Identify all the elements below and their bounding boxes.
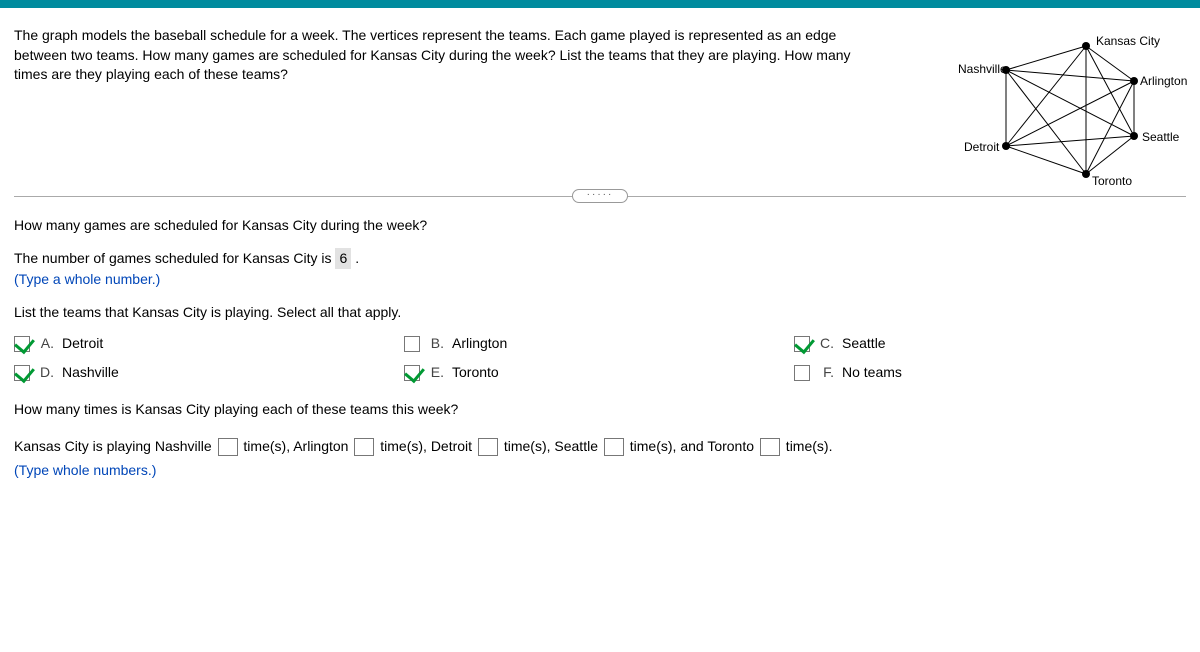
top-accent-bar [0,0,1200,8]
divider-handle[interactable]: ····· [572,189,628,203]
question-3: How many times is Kansas City playing ea… [14,399,1186,481]
option-letter: E. [422,362,444,383]
graph-node-label: Arlington [1140,74,1187,88]
checkbox[interactable] [404,336,420,352]
checkbox[interactable] [794,365,810,381]
q3-text-segment: Kansas City is playing Nashville [14,438,216,454]
graph-node-label: Nashville [958,62,1007,76]
question-1: How many games are scheduled for Kansas … [14,215,1186,290]
option-label: Seattle [842,333,886,354]
graph-node-label: Seattle [1142,130,1179,144]
option-label: Toronto [452,362,499,383]
q1-prompt: How many games are scheduled for Kansas … [14,215,1186,236]
option-label: Nashville [62,362,119,383]
option-row: A. Detroit [14,333,404,354]
schedule-graph: Kansas City Arlington Seattle Toronto Detroi… [936,26,1186,186]
q3-text-segment: time(s), [500,438,554,454]
q3-instruction: (Type whole numbers.) [14,460,1186,481]
option-row: E. Toronto [404,362,794,383]
option-letter: B. [422,333,444,354]
option-row: F. No teams [794,362,1094,383]
answer-input-box[interactable] [354,438,374,456]
q1-answer-box[interactable]: 6 [335,248,351,269]
option-row: D. Nashville [14,362,404,383]
checkbox[interactable] [14,365,30,381]
option-label: No teams [842,362,902,383]
option-label: Arlington [452,333,507,354]
q3-text-segment: Arlington [293,438,352,454]
q1-sentence-post: . [351,250,359,266]
checkbox[interactable] [14,336,30,352]
q3-text-segment: time(s). [782,438,833,454]
q3-text-segment: time(s), [376,438,430,454]
option-letter: A. [32,333,54,354]
graph-node-label: Detroit [964,140,999,154]
checkbox[interactable] [404,365,420,381]
option-letter: C. [812,333,834,354]
q3-text-segment: time(s), [626,438,680,454]
q3-text-segment: Seattle [554,438,601,454]
option-letter: F. [812,362,834,383]
answer-input-box[interactable] [604,438,624,456]
option-letter: D. [32,362,54,383]
checkbox[interactable] [794,336,810,352]
q1-instruction: (Type a whole number.) [14,269,1186,290]
graph-node-label: Kansas City [1096,34,1160,48]
answer-input-box[interactable] [218,438,238,456]
option-label: Detroit [62,333,103,354]
q3-sentence: Kansas City is playing Nashville time(s)… [14,432,1186,460]
option-row: B. Arlington [404,333,794,354]
graph-node-label: Toronto [1092,174,1132,188]
q1-sentence-pre: The number of games scheduled for Kansas… [14,250,335,266]
question-2: List the teams that Kansas City is playi… [14,302,1186,383]
section-divider: ····· [14,196,1186,197]
answer-input-box[interactable] [760,438,780,456]
q3-text-segment: Detroit [431,438,476,454]
q2-prompt: List the teams that Kansas City is playi… [14,302,1186,323]
answer-input-box[interactable] [478,438,498,456]
problem-statement: The graph models the baseball schedule f… [14,26,884,85]
q3-text-segment: time(s), [240,438,294,454]
q3-prompt: How many times is Kansas City playing ea… [14,399,1186,420]
q3-text-segment: and Toronto [680,438,758,454]
option-row: C. Seattle [794,333,1094,354]
